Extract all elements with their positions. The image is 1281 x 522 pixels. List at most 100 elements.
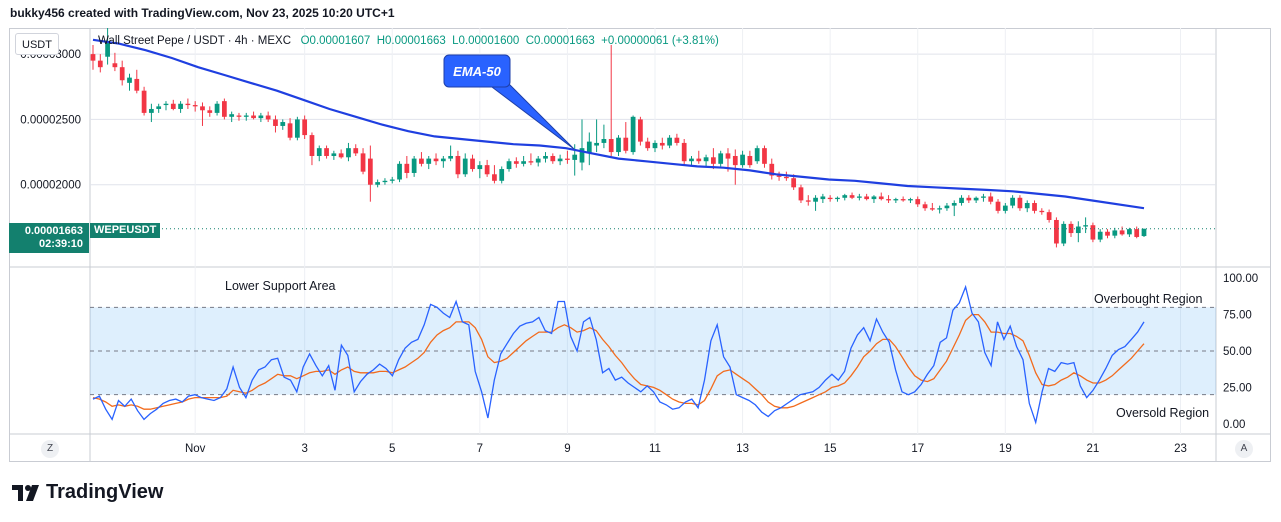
candle-body	[119, 67, 125, 81]
chart-canvas[interactable]: 0.000030000.000025000.00002000Nov3579111…	[9, 28, 1271, 462]
ema-callout-pointer	[482, 80, 575, 150]
symbol-label[interactable]: Wall Street Pepe / USDT · 4h · MEXC	[98, 35, 292, 47]
candle-body	[324, 148, 329, 156]
ema-50-line	[92, 38, 1145, 210]
candle-body	[871, 196, 877, 200]
candle-body	[236, 115, 242, 117]
candle-body	[200, 106, 205, 111]
candle-body	[484, 165, 490, 175]
rsi-tick-label: 25.00	[1223, 382, 1252, 394]
candle-body	[929, 208, 935, 210]
candle-body	[805, 200, 811, 202]
candle-body	[499, 169, 505, 181]
candle-body	[893, 199, 899, 201]
candle-body	[535, 158, 541, 163]
candle-body	[608, 139, 614, 153]
candle-body	[616, 137, 621, 153]
candle-body	[849, 195, 855, 198]
candle-body	[769, 163, 775, 176]
candle-body	[513, 161, 519, 164]
candle-body	[1075, 226, 1081, 234]
rsi-tick-label: 100.00	[1223, 273, 1258, 285]
candle-body	[433, 158, 439, 162]
candle-body	[1112, 230, 1118, 236]
candle-body	[251, 115, 256, 119]
auto-scale-button[interactable]: A	[1235, 440, 1253, 458]
candle-body	[222, 101, 227, 117]
candle-body	[835, 197, 840, 200]
candle-body	[455, 155, 461, 175]
candle-body	[411, 158, 417, 173]
candle-body	[192, 105, 198, 107]
candle-body	[543, 155, 548, 159]
time-tick-label: 17	[911, 443, 924, 455]
candle-body	[105, 41, 110, 57]
candle-body	[397, 163, 402, 180]
candle-body	[594, 142, 599, 146]
last-price-label: 0.00001663 02:39:10	[9, 223, 89, 253]
candle-body	[586, 141, 592, 154]
candle-body	[703, 157, 709, 162]
candle-body	[638, 119, 643, 142]
candle-body	[112, 63, 118, 68]
candle-body	[762, 148, 767, 164]
currency-button[interactable]: USDT	[15, 33, 59, 55]
time-tick-label: 15	[824, 443, 837, 455]
rsi-line	[92, 284, 1145, 425]
open-value: O0.00001607	[300, 35, 371, 47]
candle-body	[331, 153, 337, 156]
candle-body	[1024, 203, 1030, 209]
time-tick-label: 19	[999, 443, 1012, 455]
time-tick-label: 3	[301, 443, 307, 455]
candle-body	[294, 119, 300, 138]
candle-body	[696, 158, 702, 162]
candle-body	[754, 148, 760, 162]
candle-body	[813, 197, 818, 202]
candle-body	[550, 155, 556, 162]
candle-body	[207, 110, 213, 113]
candle-body	[375, 182, 381, 185]
candle-body	[1039, 210, 1045, 213]
candle-body	[732, 155, 738, 166]
candle-body	[878, 196, 884, 200]
candle-body	[937, 208, 943, 210]
candle-body	[214, 103, 220, 113]
candle-body	[886, 199, 891, 201]
logo-text: TradingView	[46, 481, 164, 503]
candle-body	[864, 196, 870, 200]
candle-body	[981, 196, 986, 198]
candle-body	[674, 137, 680, 143]
ohlc-legend: Wall Street Pepe / USDT · 4h · MEXC O0.0…	[98, 35, 719, 47]
candle-body	[316, 148, 322, 156]
chart-credit: bukky456 created with TradingView.com, N…	[10, 6, 395, 20]
zoom-z-button[interactable]: Z	[41, 440, 59, 458]
candle-body	[659, 142, 665, 146]
candle-body	[134, 78, 140, 91]
candle-body	[689, 158, 694, 162]
candle-body	[783, 176, 789, 179]
candle-body	[521, 161, 526, 164]
candle-body	[528, 161, 534, 163]
candle-body	[280, 122, 286, 126]
time-tick-label: 5	[389, 443, 395, 455]
candle-body	[178, 103, 183, 109]
candle-body	[1054, 219, 1059, 244]
candle-body	[908, 199, 913, 201]
candle-body	[1083, 225, 1088, 227]
candle-body	[1090, 225, 1096, 240]
time-tick-label: 13	[736, 443, 749, 455]
candle-body	[1134, 229, 1140, 237]
candle-body	[1097, 231, 1103, 240]
rsi-ma-line	[92, 313, 1145, 410]
candle-body	[1119, 230, 1125, 235]
candle-body	[382, 180, 388, 183]
ema-callout-box	[443, 54, 511, 88]
candle-body	[90, 54, 96, 61]
bar-countdown: 02:39:10	[38, 238, 83, 250]
tradingview-logo[interactable]: TradingView	[12, 481, 163, 504]
candle-body	[740, 154, 745, 166]
candle-body	[149, 108, 154, 113]
candle-body	[681, 142, 687, 162]
high-value: H0.00001663	[376, 35, 446, 47]
overbought-annotation: Overbought Region	[1094, 292, 1203, 306]
